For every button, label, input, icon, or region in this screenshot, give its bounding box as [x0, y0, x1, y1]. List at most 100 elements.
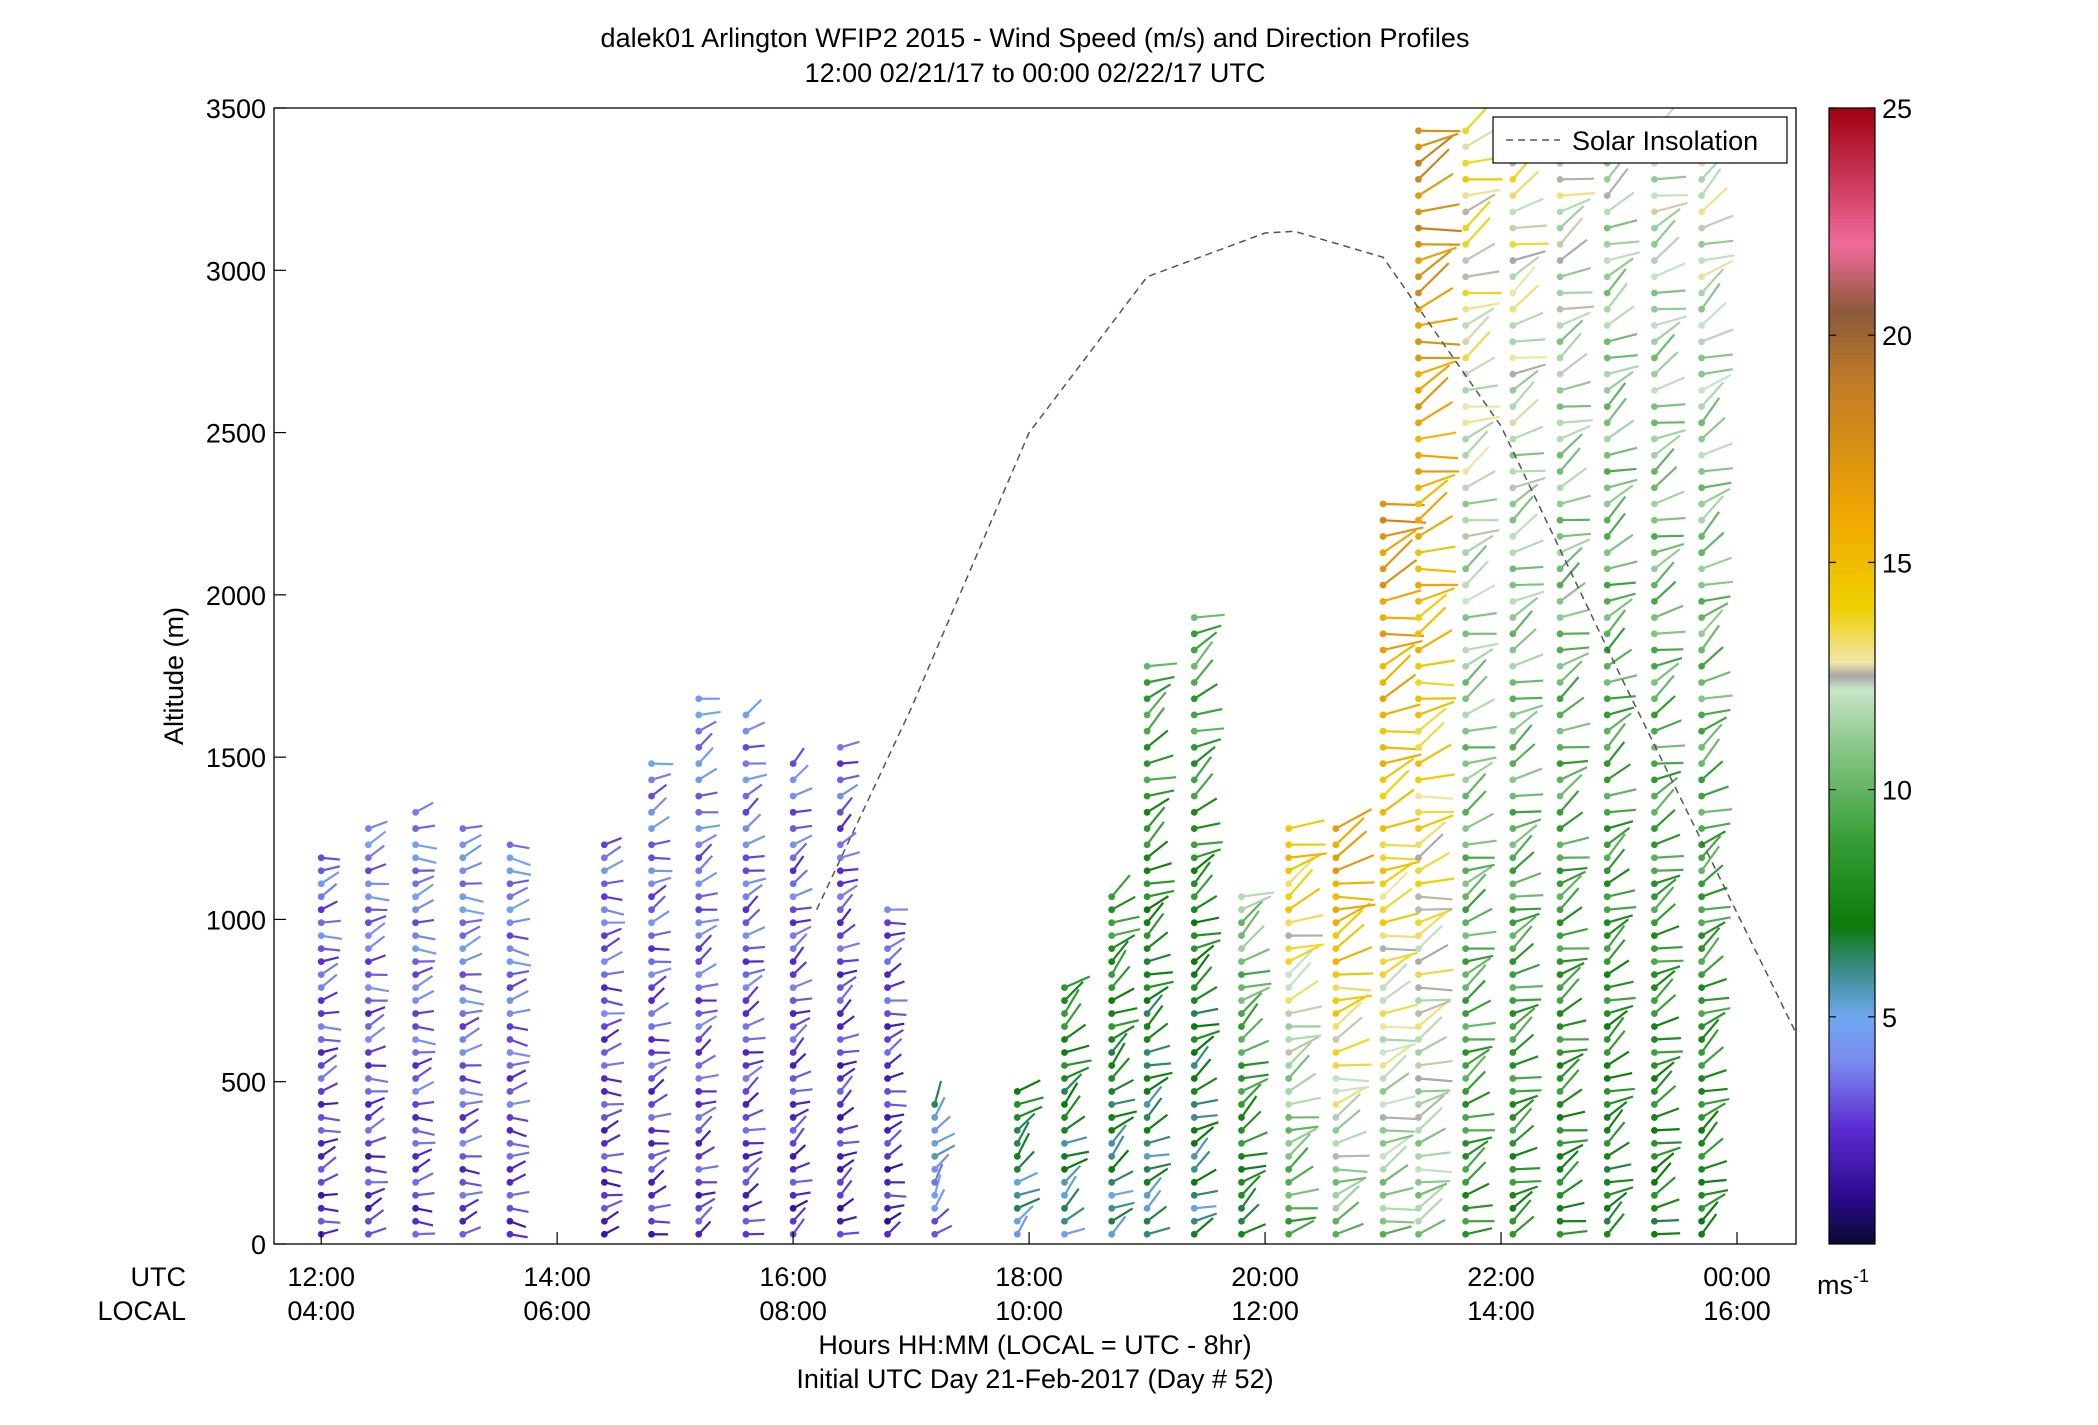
wind-barb-shaft — [1194, 1007, 1219, 1015]
wind-barb-shaft — [1193, 745, 1216, 765]
wind-barb-point — [1509, 500, 1517, 508]
wind-barb-shaft — [1512, 1099, 1535, 1119]
wind-barb-shaft — [792, 764, 809, 781]
wind-barb-shaft — [1700, 1201, 1719, 1222]
wind-barb-point — [1415, 1139, 1422, 1147]
wind-barb-point — [1603, 192, 1611, 200]
wind-barb-point — [412, 997, 419, 1004]
wind-barb-shaft — [1701, 1102, 1726, 1119]
wind-barb-point — [1061, 997, 1068, 1004]
wind-barb-point — [1415, 159, 1422, 167]
wind-barb-shaft — [1653, 561, 1675, 586]
wind-barb-point — [1603, 549, 1611, 557]
wind-barb-point — [1190, 958, 1198, 966]
wind-barb-shaft — [1559, 870, 1586, 885]
wind-barb-point — [1556, 1023, 1564, 1030]
wind-barb-point — [1415, 841, 1422, 849]
wind-barb-shaft — [1146, 776, 1177, 781]
wind-barb-point — [1556, 854, 1564, 862]
wind-barb-shaft — [1559, 722, 1591, 733]
wind-barb-point — [1415, 500, 1422, 508]
wind-barb-point — [1651, 919, 1658, 927]
wind-barb-shaft — [509, 1008, 531, 1015]
wind-barb-point — [1462, 549, 1470, 557]
wind-barb-shaft — [1700, 1018, 1720, 1041]
wind-barb-point — [789, 825, 797, 832]
wind-barb-point — [1379, 1178, 1387, 1186]
wind-barb-point — [1462, 1165, 1470, 1173]
wind-barb-shaft — [462, 895, 484, 903]
wind-barb-shaft — [1146, 880, 1175, 885]
wind-barb-shaft — [1606, 924, 1626, 950]
wind-barb-shaft — [1418, 246, 1457, 262]
wind-barb-point — [1332, 1010, 1340, 1017]
wind-barb-shaft — [1465, 415, 1501, 424]
wind-barb-point — [695, 727, 703, 735]
wind-barb-shaft — [1606, 763, 1631, 781]
wind-barb-shaft — [1417, 593, 1448, 619]
wind-barb-shaft — [1335, 1086, 1367, 1106]
wind-barb-point — [836, 1049, 844, 1056]
wind-barb-shaft — [1146, 912, 1165, 937]
wind-barb-shaft — [1335, 1130, 1367, 1145]
wind-barb-point — [1415, 516, 1422, 524]
wind-barb-point — [1556, 1230, 1564, 1238]
wind-barb-point — [1285, 825, 1293, 832]
wind-barb-point — [1379, 1217, 1387, 1225]
wind-barb-point — [1462, 760, 1470, 768]
wind-barb-shaft — [1146, 862, 1172, 872]
colorbar-unit-exponent: -1 — [1853, 1266, 1869, 1286]
wind-barb-point — [1603, 841, 1611, 849]
wind-barb-shaft — [1063, 1095, 1081, 1119]
wind-barb-shaft — [1241, 986, 1271, 1002]
wind-barb-shaft — [1146, 986, 1169, 1002]
wind-barb-shaft — [462, 833, 482, 846]
wind-barb-shaft — [1653, 674, 1675, 700]
wind-barb-point — [1603, 468, 1611, 475]
wind-barb-point — [648, 1152, 655, 1160]
wind-barb-shaft — [1606, 1009, 1628, 1028]
y-tick-label: 2500 — [206, 419, 266, 449]
wind-barb-point — [1462, 435, 1470, 443]
wind-barb-shaft — [1511, 265, 1536, 294]
wind-barb-shaft — [1559, 608, 1591, 619]
wind-barb-shaft — [1701, 1189, 1729, 1197]
wind-barb-point — [1061, 1088, 1068, 1095]
wind-barb-shaft — [1418, 203, 1460, 213]
wind-barb-shaft — [1512, 653, 1544, 668]
wind-barb-shaft — [1606, 382, 1627, 408]
wind-barb-shaft — [1464, 1055, 1487, 1080]
wind-profile — [1415, 127, 1462, 1238]
wind-barb-point — [1509, 403, 1517, 411]
wind-barb-point — [1509, 958, 1517, 966]
wind-barb-point — [1462, 468, 1470, 475]
wind-barb-point — [506, 880, 514, 888]
wind-barb-shaft — [1512, 425, 1544, 441]
wind-barb-point — [1651, 893, 1658, 901]
wind-barb-shaft — [1465, 1021, 1496, 1028]
wind-profile — [1603, 137, 1641, 1238]
wind-barb-point — [1379, 854, 1387, 862]
wind-barb-point — [1556, 1101, 1564, 1108]
wind-barb-point — [506, 1075, 514, 1082]
wind-barb-point — [1190, 825, 1198, 832]
wind-barb-point — [1238, 1036, 1245, 1043]
wind-barb-point — [1651, 971, 1658, 979]
wind-barb-point — [648, 971, 655, 979]
wind-barb-point — [1379, 1036, 1387, 1043]
wind-barb-point — [1285, 867, 1293, 875]
wind-barb-point — [1698, 1101, 1706, 1108]
wind-barb-point — [317, 1036, 325, 1043]
wind-barb-shaft — [1654, 429, 1686, 441]
wind-barb-shaft — [1559, 1069, 1580, 1093]
wind-barb-point — [884, 958, 891, 966]
wind-barb-point — [506, 1127, 514, 1134]
wind-barb-shaft — [1240, 1187, 1257, 1209]
wind-barb-point — [1651, 906, 1658, 914]
wind-barb-point — [364, 945, 372, 953]
wind-barb-point — [1143, 906, 1151, 914]
wind-barb-shaft — [415, 899, 435, 911]
x-axis: 12:0004:0014:0006:0016:0008:0018:0010:00… — [287, 1232, 1771, 1326]
wind-barb-point — [695, 1230, 703, 1238]
wind-barb-point — [1379, 711, 1387, 719]
